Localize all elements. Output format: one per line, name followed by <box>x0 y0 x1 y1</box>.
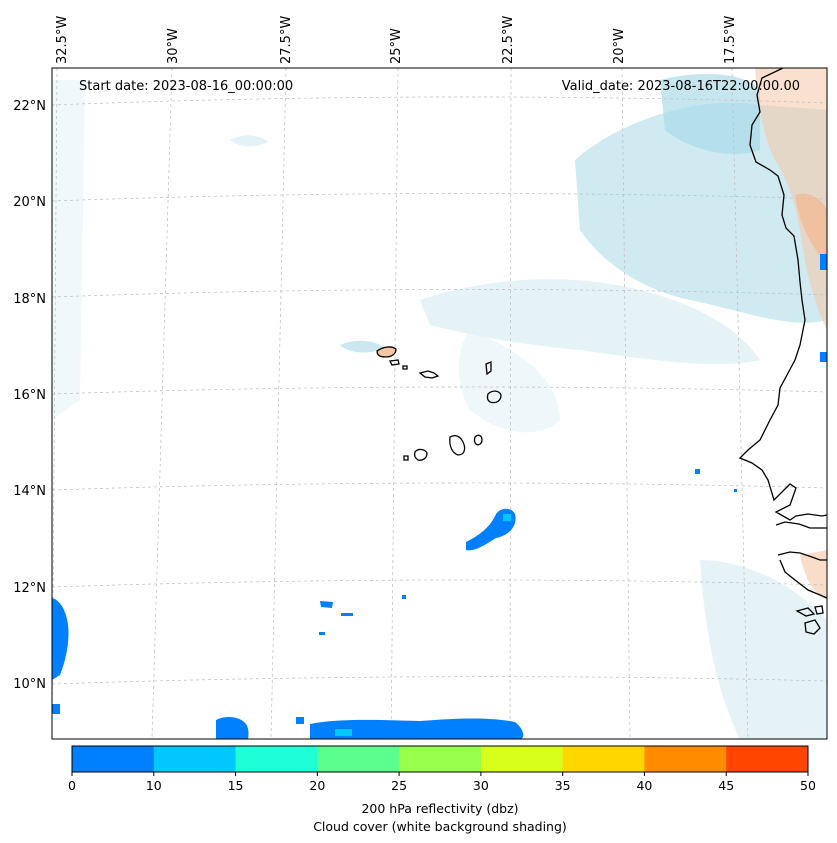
colorbar-swatches <box>72 746 809 772</box>
lat-label-18n: 18°N <box>13 292 46 307</box>
valid-date-text: Valid_date: 2023-08-16T22:00:00.00 <box>562 79 800 94</box>
colorbar-tick-label: 20 <box>309 778 325 793</box>
lon-label-32-5w: 32.5°W <box>55 16 70 64</box>
colorbar-ticks: 0 10 15 20 25 30 35 40 45 50 <box>68 772 816 793</box>
lon-label-22-5w: 22.5°W <box>501 16 516 64</box>
lon-label-17-5w: 17.5°W <box>723 16 738 64</box>
land-warm-shading <box>755 68 827 600</box>
lat-label-12n: 12°N <box>13 581 46 596</box>
start-date-text: Start date: 2023-08-16_00:00:00 <box>79 79 293 94</box>
colorbar-tick-label: 30 <box>473 778 489 793</box>
colorbar-frame <box>71 745 809 773</box>
lat-label-16n: 16°N <box>13 388 46 403</box>
cloud-cover-shading <box>52 74 827 739</box>
lon-label-25w: 25°W <box>389 28 404 64</box>
colorbar-tick-label: 35 <box>555 778 571 793</box>
colorbar-swatch <box>562 746 645 772</box>
lon-label-20w: 20°W <box>612 28 627 64</box>
colorbar-swatch <box>72 746 155 772</box>
colorbar-swatch <box>480 746 564 772</box>
colorbar-tick-label: 40 <box>636 778 652 793</box>
colorbar-tick-label: 50 <box>800 778 816 793</box>
lon-label-27-5w: 27.5°W <box>279 16 294 64</box>
colorbar-swatch <box>317 746 400 772</box>
colorbar: 0 10 15 20 25 30 35 40 45 50 200 hPa reflectivity… <box>68 745 816 834</box>
lat-label-10n: 10°N <box>13 677 46 692</box>
colorbar-swatch <box>399 746 482 772</box>
reflectivity-patches <box>52 254 827 739</box>
colorbar-tick-label: 10 <box>146 778 162 793</box>
lon-label-30w: 30°W <box>166 28 181 64</box>
lat-label-14n: 14°N <box>13 484 46 499</box>
colorbar-swatch <box>235 746 318 772</box>
colorbar-label: 200 hPa reflectivity (dbz) <box>361 801 518 816</box>
colorbar-tick-label: 15 <box>228 778 244 793</box>
lat-label-22n: 22°N <box>13 99 46 114</box>
map-frame <box>51 67 828 740</box>
colorbar-tick-label: 45 <box>718 778 734 793</box>
colorbar-swatch <box>644 746 727 772</box>
colorbar-sublabel: Cloud cover (white background shading) <box>313 819 567 834</box>
lat-label-20n: 20°N <box>13 195 46 210</box>
colorbar-tick-label: 0 <box>68 778 76 793</box>
longitude-labels: 32.5°W 30°W 27.5°W 25°W 22.5°W 20°W 17.5… <box>55 16 738 64</box>
map-content <box>52 68 827 739</box>
colorbar-swatch <box>726 746 809 772</box>
latitude-labels: 22°N 20°N 18°N 16°N 14°N 12°N 10°N <box>13 99 46 692</box>
colorbar-swatch <box>153 746 237 772</box>
coastlines <box>376 68 827 635</box>
colorbar-tick-label: 25 <box>391 778 407 793</box>
